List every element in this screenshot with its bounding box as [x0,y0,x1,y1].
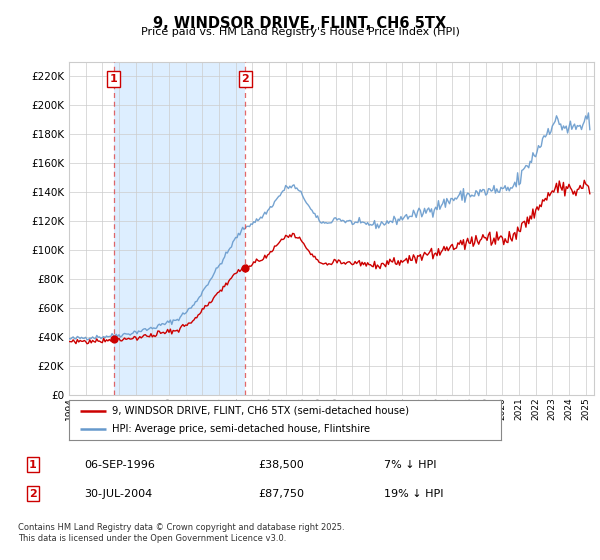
Text: 9, WINDSOR DRIVE, FLINT, CH6 5TX: 9, WINDSOR DRIVE, FLINT, CH6 5TX [154,16,446,31]
Text: 1: 1 [110,74,118,84]
Text: Price paid vs. HM Land Registry's House Price Index (HPI): Price paid vs. HM Land Registry's House … [140,27,460,37]
Text: 06-SEP-1996: 06-SEP-1996 [84,460,155,470]
Text: 2: 2 [241,74,249,84]
Text: 1: 1 [29,460,37,470]
Text: £87,750: £87,750 [258,489,304,499]
Text: 9, WINDSOR DRIVE, FLINT, CH6 5TX (semi-detached house): 9, WINDSOR DRIVE, FLINT, CH6 5TX (semi-d… [112,406,409,416]
Text: 2: 2 [29,489,37,499]
Text: 30-JUL-2004: 30-JUL-2004 [84,489,152,499]
Bar [113,62,245,395]
Point [109,334,118,343]
Text: £38,500: £38,500 [258,460,304,470]
Text: 19% ↓ HPI: 19% ↓ HPI [384,489,443,499]
Text: 7% ↓ HPI: 7% ↓ HPI [384,460,437,470]
Text: HPI: Average price, semi-detached house, Flintshire: HPI: Average price, semi-detached house,… [112,424,370,434]
Point [241,263,250,272]
Text: Contains HM Land Registry data © Crown copyright and database right 2025.
This d: Contains HM Land Registry data © Crown c… [18,524,344,543]
